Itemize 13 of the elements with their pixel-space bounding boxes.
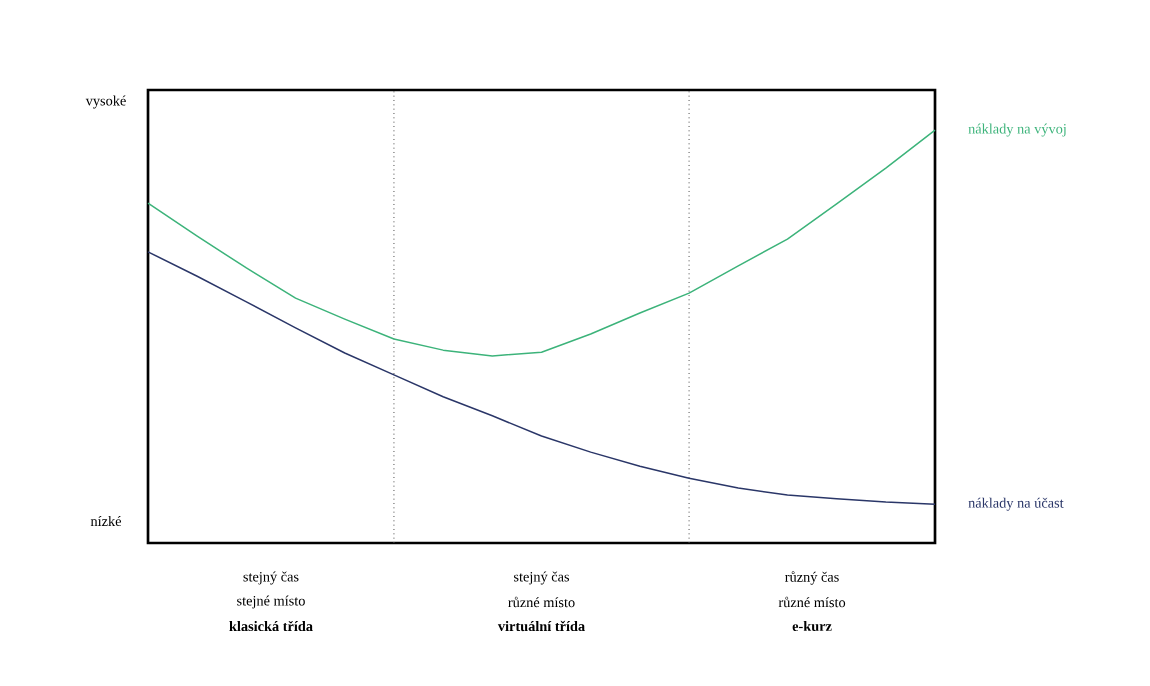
text: e-kurz (792, 620, 832, 632)
text: stejný čas (514, 571, 570, 585)
text: různý čas (785, 571, 839, 585)
text: náklady na účast (968, 497, 1064, 511)
text: klasická třída (229, 620, 313, 632)
text: náklady na vývoj (968, 123, 1066, 137)
text: vysoké (85, 95, 126, 109)
text: různé místo (508, 596, 575, 608)
text: nízké (90, 515, 122, 527)
text: různé místo (778, 596, 846, 608)
text: stejné místo (237, 595, 305, 609)
text: stejný čas (243, 571, 299, 585)
text: virtuální třída (497, 620, 585, 632)
